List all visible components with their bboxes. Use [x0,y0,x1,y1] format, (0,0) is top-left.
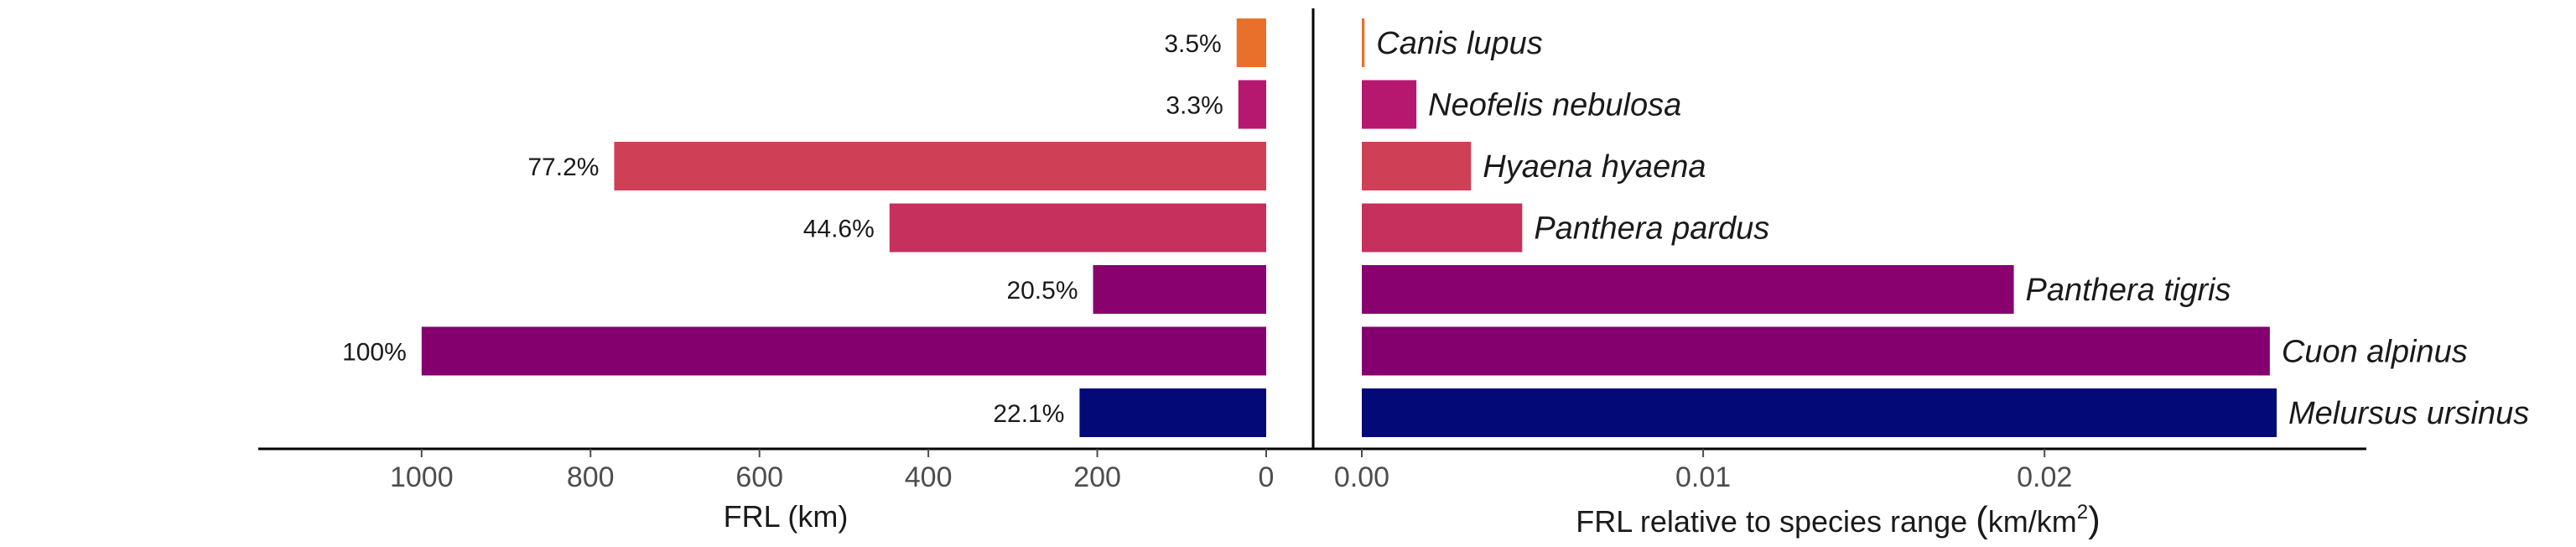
left-bar-canis-lupus [1236,18,1266,67]
left-data-label-cuon-alpinus: 100% [342,339,407,367]
left-tick-label-0: 0 [1259,461,1275,493]
right-panel-frl-relative: Canis lupus Neofelis nebulosa Hyaena hyaen… [1313,18,2529,493]
species-label-hyaena-hyaena: Hyaena hyaena [1483,149,1706,185]
left-data-label-panthera-pardus: 44.6% [803,216,875,243]
species-label-cuon-alpinus: Cuon alpinus [2282,335,2468,370]
left-data-label-canis-lupus: 3.5% [1164,30,1221,58]
left-tick-label-1000: 1000 [390,461,454,493]
left-data-label-neofelis-nebulosa: 3.3% [1166,92,1223,120]
species-label-panthera-tigris: Panthera tigris [2026,273,2231,308]
left-bar-neofelis-nebulosa [1238,80,1266,129]
right-bar-panthera-tigris [1362,265,2014,314]
right-bar-hyaena-hyaena [1362,142,1472,190]
left-bar-panthera-tigris [1093,265,1266,314]
right-tick-label-1: 0.01 [1675,461,1731,493]
right-bar-canis-lupus [1362,18,1365,67]
species-label-melursus-ursinus: Melursus ursinus [2288,396,2529,431]
right-tick-label-0: 0.00 [1334,461,1389,493]
left-tick-label-400: 400 [905,461,953,493]
left-data-label-hyaena-hyaena: 77.2% [527,154,599,181]
right-x-axis-title-unit: km/km [1988,504,2077,539]
species-label-neofelis-nebulosa: Neofelis nebulosa [1428,88,1681,123]
left-bar-cuon-alpinus [421,326,1266,376]
right-tick-label-2: 0.02 [2017,461,2072,493]
right-x-axis-title-paren-close: ) [2088,499,2101,540]
species-label-panthera-pardus: Panthera pardus [1534,211,1769,247]
left-tick-label-600: 600 [735,461,783,493]
left-bar-melursus-ursinus [1079,388,1266,437]
left-bar-panthera-pardus [889,203,1266,253]
right-bar-melursus-ursinus [1362,388,2277,437]
left-data-label-panthera-tigris: 20.5% [1006,277,1078,305]
right-bar-neofelis-nebulosa [1362,80,1417,129]
right-x-axis-title-main: FRL relative to species range [1576,504,1976,539]
left-panel-frl-km: 3.5% 3.3% 77.2% 44.6% 20.5% 100% 22.1% 1000 800 6… [258,18,1313,493]
right-bar-panthera-pardus [1362,203,1523,253]
left-tick-label-800: 800 [567,461,615,493]
left-tick-label-200: 200 [1073,461,1121,493]
left-data-label-melursus-ursinus: 22.1% [993,400,1064,428]
right-bar-cuon-alpinus [1362,326,2270,376]
right-x-axis-title-paren-open: ( [1976,499,1988,540]
species-label-canis-lupus: Canis lupus [1376,26,1543,61]
left-bar-hyaena-hyaena [614,142,1266,190]
right-x-axis-title: FRL relative to species range (km/km2) [1576,499,2101,540]
left-x-axis-title: FRL (km) [724,499,849,534]
right-x-axis-title-sup: 2 [2077,501,2088,524]
